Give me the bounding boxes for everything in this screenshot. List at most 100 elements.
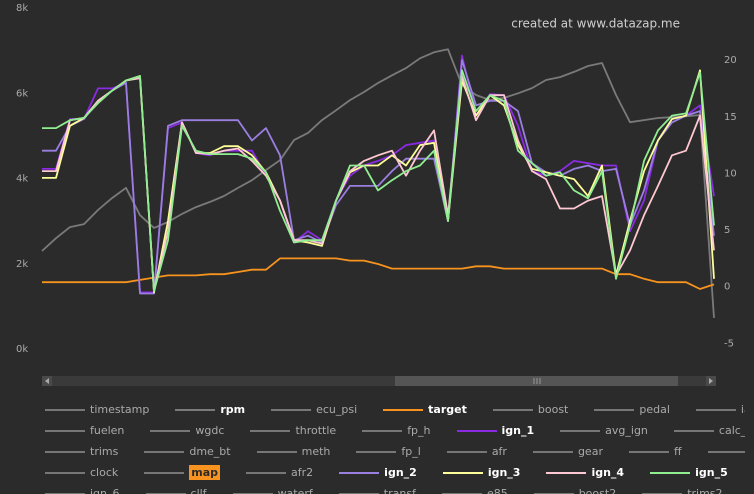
legend-swatch [246,471,287,474]
legend-item[interactable]: fuelen [45,424,124,437]
legend-label: ign_3 [487,466,521,479]
legend-item[interactable]: throttle [250,424,336,437]
legend-item[interactable]: fp_l [356,445,421,458]
series-line [42,69,715,293]
scroll-track[interactable] [42,376,716,386]
y2-tick-label: 0 [724,282,730,293]
legend-label: calc_torque [718,424,745,437]
watermark: created at www.datazap.me [511,17,680,31]
legend-item[interactable]: ign_6 [45,487,120,494]
legend-label: afr [491,445,507,458]
legend-item[interactable]: ff [628,445,682,458]
legend-label: avg_ign [605,424,648,437]
legend-swatch [532,450,573,453]
y-tick-label: 2k [16,259,28,270]
legend: timestamp rpm ecu_psi target boost pedal iat fu… [45,399,745,494]
legend-swatch [594,408,635,411]
legend-item[interactable]: map [144,465,221,480]
legend-item[interactable]: trims2 [642,487,723,494]
legend-item[interactable]: ecu_psi [271,403,357,416]
y2-tick-label: -5 [724,338,734,349]
legend-swatch [175,408,216,411]
legend-swatch [456,429,497,432]
legend-label: dme_bt [189,445,231,458]
legend-label: throttle [295,424,337,437]
legend-item[interactable]: cllf [145,487,207,494]
legend-item[interactable]: ign_3 [442,466,521,479]
legend-item[interactable]: timestamp [45,403,149,416]
legend-item[interactable]: dme_bt [144,445,231,458]
series-line [41,48,715,318]
legend-item[interactable]: afr2 [246,466,313,479]
legend-swatch [446,450,487,453]
legend-item[interactable]: fp_h [362,424,431,437]
legend-item[interactable]: boost [492,403,569,416]
legend-label: pedal [639,403,670,416]
legend-item[interactable]: transf [338,487,416,494]
legend-swatch [695,408,736,411]
legend-swatch [45,471,85,474]
legend-item[interactable]: trims [45,445,118,458]
legend-swatch [338,492,379,494]
legend-row: clock map afr2 ign_2 ign_3 ign_4 ign_5 [45,462,745,483]
legend-item[interactable]: iat [695,403,745,416]
y-tick-label: 0k [16,344,28,355]
legend-swatch [362,429,403,432]
legend-swatch [144,450,185,453]
legend-label: clock [90,466,119,479]
legend-label: fp_l [401,445,421,458]
legend-swatch [707,450,745,453]
legend-item[interactable]: load [707,445,745,458]
legend-label: ff [673,445,682,458]
y-tick-label: 6k [16,88,28,99]
legend-label: target [428,403,467,416]
legend-item[interactable]: e85 [441,487,508,494]
legend-label: fuelen [90,424,125,437]
scrollbar[interactable] [42,376,716,386]
legend-label: rpm [220,403,246,416]
legend-item[interactable]: ign_4 [546,466,624,479]
legend-label: map [189,465,221,480]
legend-item[interactable]: waterf [232,487,313,494]
legend-item[interactable]: wgdc [150,424,224,437]
legend-row: ign_6 cllf waterf transf e85 boost2 trims2 [45,483,745,494]
y2-tick-label: 5 [724,225,730,236]
y-tick-label: 4k [16,174,28,185]
legend-item[interactable]: ign_2 [339,466,417,479]
legend-swatch [492,408,533,411]
legend-item[interactable]: ign_1 [456,424,535,437]
legend-label: ign_5 [695,466,728,479]
legend-swatch [250,429,291,432]
legend-item[interactable]: rpm [175,403,245,416]
legend-item[interactable]: gear [532,445,603,458]
legend-item[interactable]: ign_5 [650,466,728,479]
legend-label: fp_h [407,424,431,437]
legend-swatch [442,471,483,474]
legend-item[interactable]: boost2 [533,487,617,494]
legend-label: boost2 [578,487,617,494]
legend-label: boost [537,403,569,416]
legend-label: ign_4 [591,466,625,479]
legend-label: e85 [486,487,508,494]
legend-item[interactable]: calc_torque [673,424,745,437]
legend-swatch [642,492,683,494]
legend-swatch [533,492,574,494]
legend-label: ign_1 [501,424,535,437]
legend-swatch [546,471,587,474]
legend-swatch [150,429,191,432]
legend-swatch [45,450,85,453]
legend-item[interactable]: pedal [594,403,670,416]
legend-swatch [650,471,691,474]
legend-swatch [145,492,186,494]
y2-tick-label: 20 [724,55,737,66]
legend-item[interactable]: avg_ign [560,424,648,437]
legend-item[interactable]: clock [45,466,118,479]
legend-item[interactable]: meth [256,445,330,458]
scroll-grip [533,378,541,384]
legend-swatch [673,429,714,432]
legend-swatch [45,408,85,411]
legend-label: ign_2 [384,466,417,479]
legend-label: waterf [277,487,313,494]
legend-item[interactable]: afr [446,445,507,458]
legend-item[interactable]: target [383,403,467,416]
